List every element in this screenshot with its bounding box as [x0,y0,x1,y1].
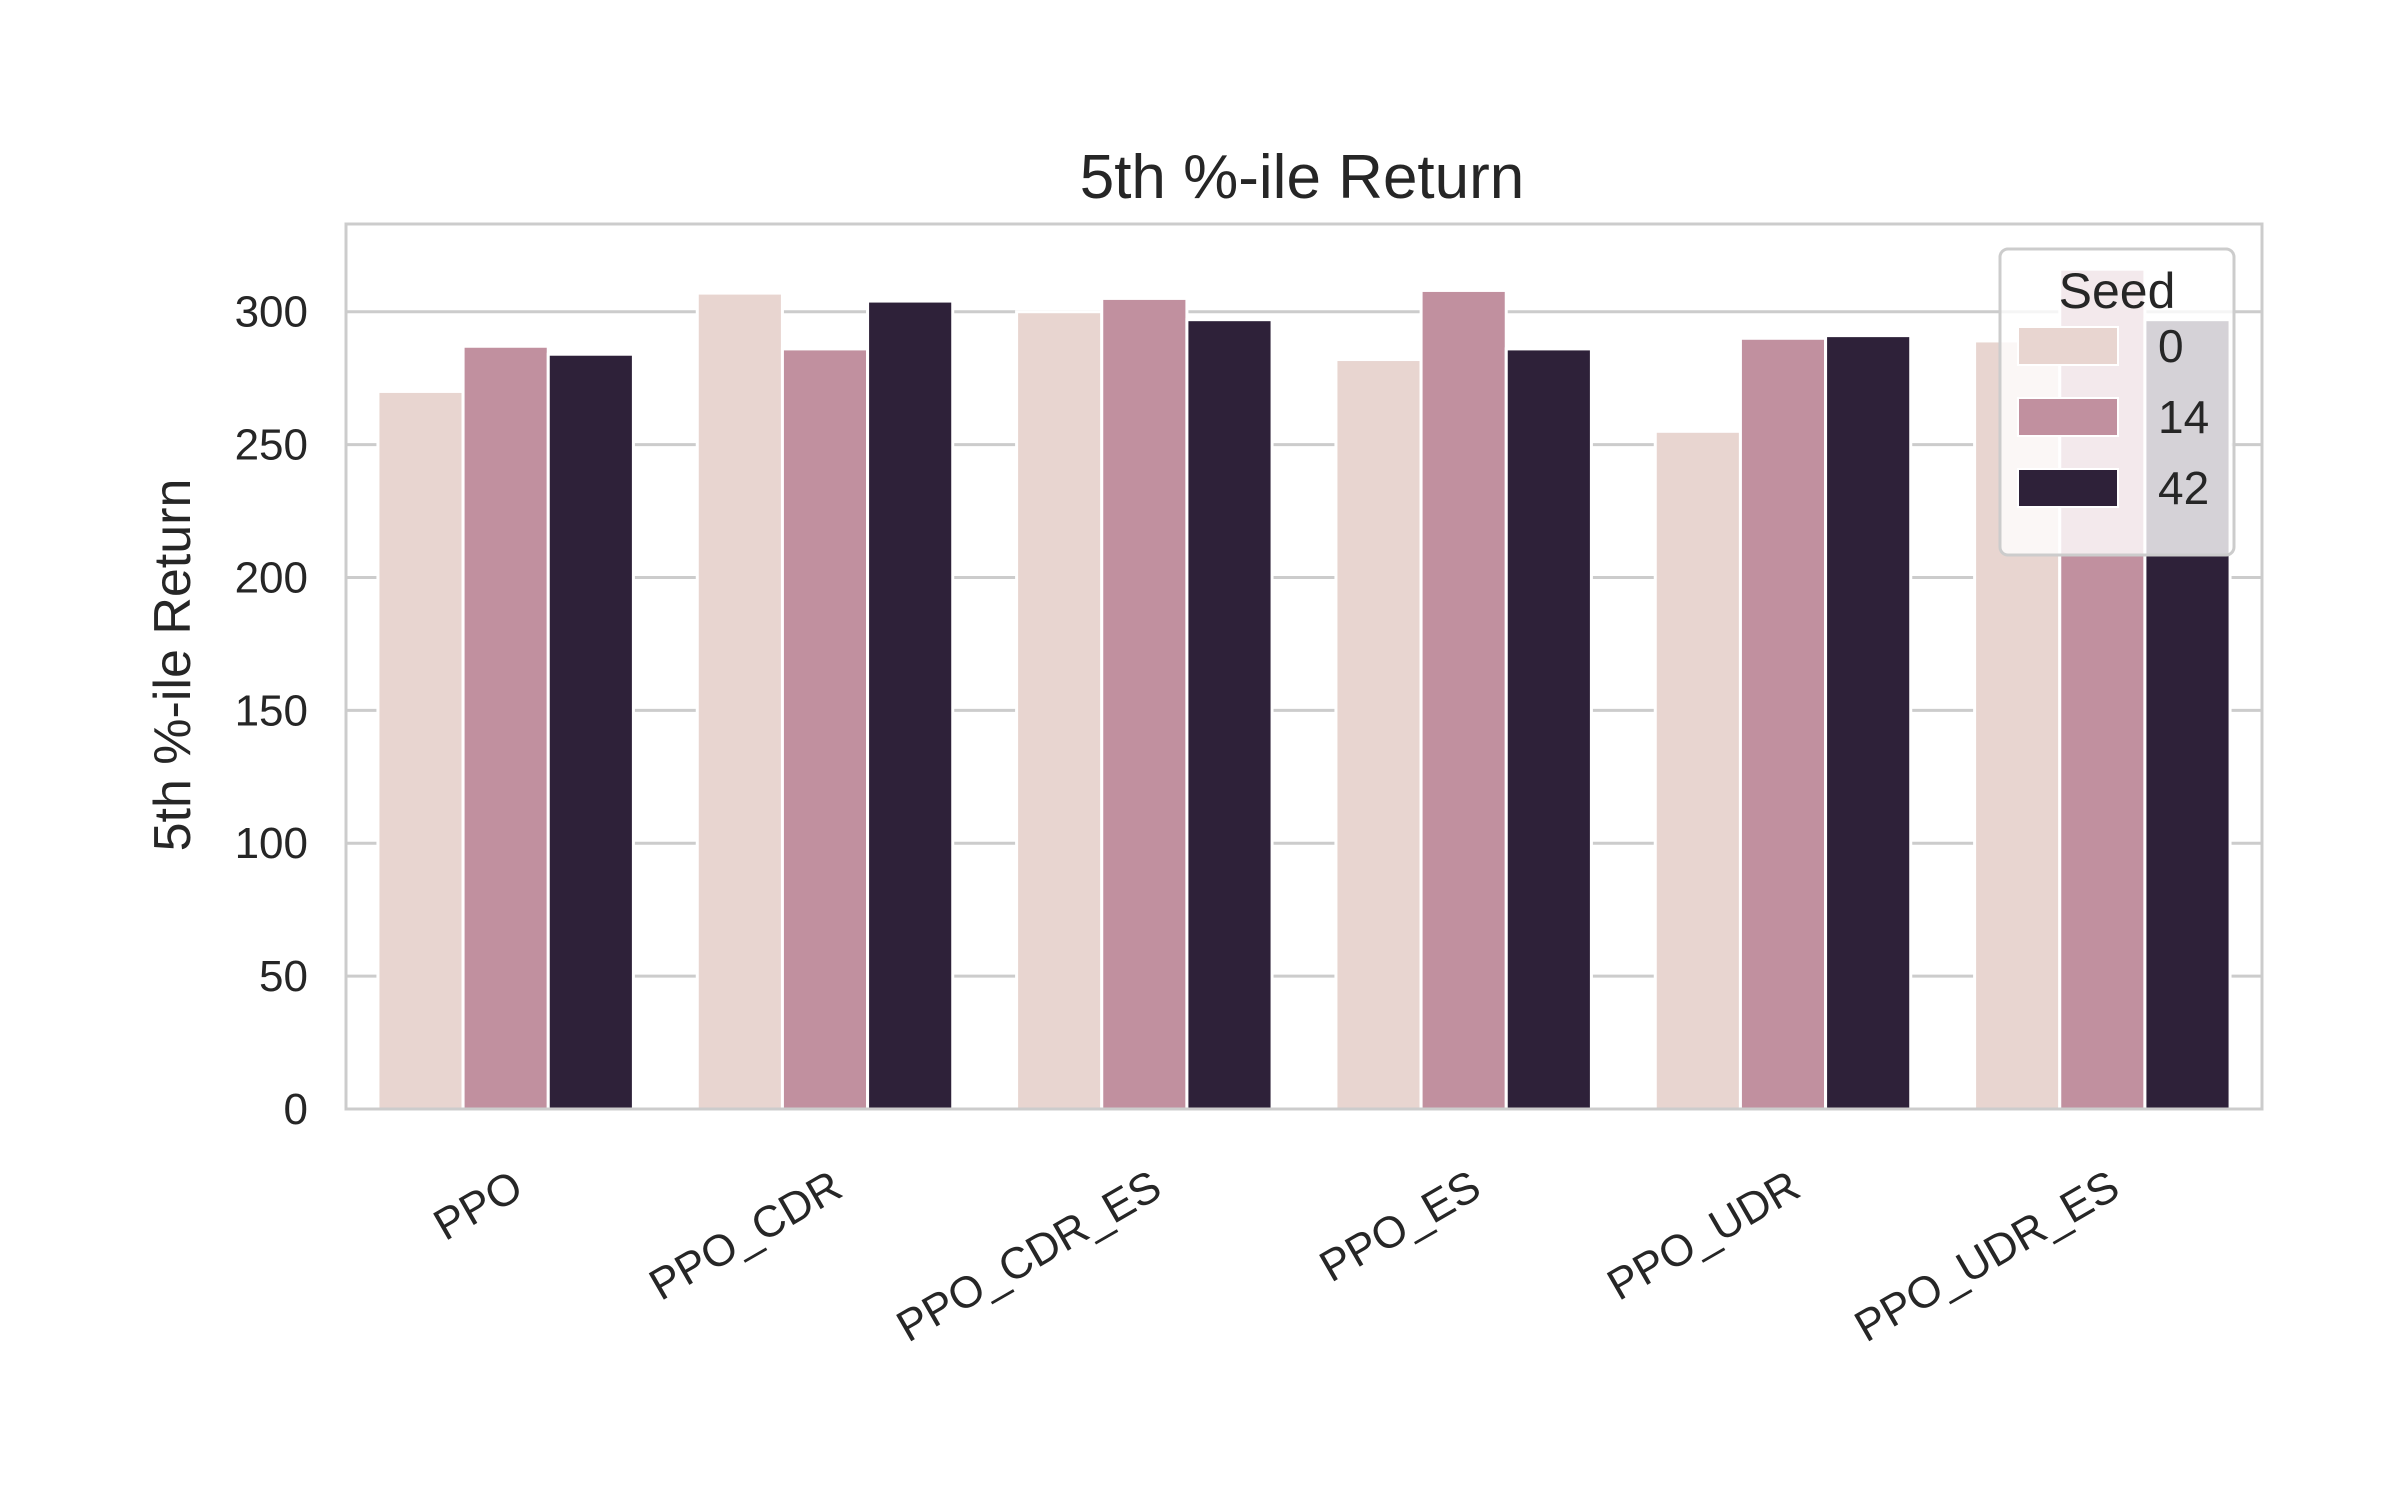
x-tick-label: PPO_UDR_ES [1847,1161,2128,1351]
bar [1100,296,1189,1111]
legend-label: 42 [2158,462,2209,514]
bar [1334,358,1423,1111]
legend-label: 14 [2158,391,2209,443]
y-tick-label: 0 [284,1085,308,1134]
plot-frame [344,222,2264,1111]
bar [780,347,870,1111]
chart-title: 5th %-ile Return [1080,143,1525,212]
gridlines [346,310,2262,1111]
bar [376,389,465,1111]
bar [461,344,550,1111]
bar [1738,336,1828,1111]
y-tick-label: 150 [235,686,308,735]
legend-label: 0 [2158,320,2184,372]
bar [1824,334,1913,1111]
y-tick-label: 100 [235,819,308,868]
bar [1419,288,1508,1111]
bar [546,352,635,1111]
legend-items: 0 14 42 [2017,320,2209,514]
x-tick-label: PPO_CDR [641,1161,850,1310]
y-tick-label: 200 [235,553,308,602]
y-tick-label: 250 [235,421,308,470]
x-tick-label: PPO [426,1161,531,1250]
bars [376,267,2232,1111]
x-tick-label: PPO_ES [1312,1161,1489,1291]
x-tick-label: PPO_UDR [1599,1161,1808,1310]
bar [695,291,784,1111]
bar [1185,318,1274,1111]
legend-swatch [2017,397,2119,437]
legend-title: Seed [2059,263,2176,319]
bar [866,299,955,1111]
bar [1653,429,1742,1111]
y-tick-label: 50 [259,952,308,1001]
legend-swatch [2017,468,2119,508]
y-tick-label: 300 [235,288,308,337]
legend-swatch [2017,326,2119,366]
x-tick-label: PPO_CDR_ES [889,1161,1170,1351]
x-tick-labels: PPO PPO_CDR PPO_CDR_ES PPO_ES PPO_UDR PPO_UDR… [426,1161,2128,1351]
bar [1504,347,1593,1111]
y-tick-labels: 0 50 100 150 200 250 300 [235,288,308,1134]
bar [1015,310,1104,1111]
legend: Seed 0 14 42 [1998,247,2236,557]
y-axis-label: 5th %-ile Return [144,479,202,852]
